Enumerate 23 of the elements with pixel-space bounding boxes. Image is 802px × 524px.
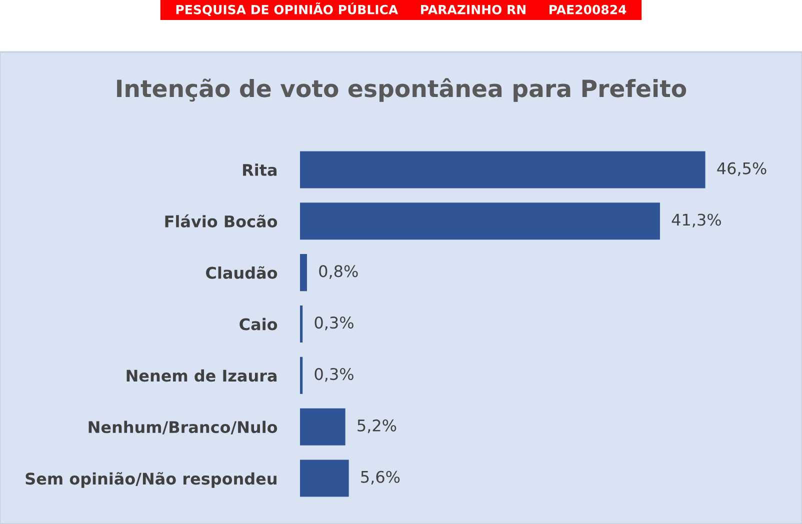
y-tick-label: Caio <box>240 318 278 330</box>
y-tick-label: Sem opinião/Não respondeu <box>26 472 276 488</box>
bar <box>300 356 303 394</box>
bar <box>300 460 349 497</box>
y-tick-label: Nenem de Izaura <box>126 369 277 382</box>
text: PESQUISA DE OPINIÃO PÚBLICA PARAZINHO RN PAE200824 <box>176 2 626 16</box>
chart-title: Intenção de voto espontânea para Prefeito <box>117 78 686 102</box>
y-tick-label: Flávio Bocão <box>165 214 278 228</box>
bar <box>300 305 303 343</box>
y-tick-label: Nenhum/Branco/Nulo <box>88 420 278 434</box>
bar <box>300 202 660 240</box>
bar <box>300 408 346 446</box>
data-label: 5,6% <box>361 470 400 485</box>
bar <box>300 254 307 292</box>
bar <box>300 151 706 188</box>
data-label: 46,5% <box>717 162 766 176</box>
y-tick-label: Claudão <box>206 266 278 279</box>
data-label: 41,3% <box>672 214 721 228</box>
data-label: 0,8% <box>319 265 358 279</box>
data-label: 0,3% <box>314 368 354 382</box>
y-tick-label: Rita <box>243 164 277 176</box>
data-label: 5,2% <box>358 419 396 434</box>
data-label: 0,3% <box>314 316 354 330</box>
